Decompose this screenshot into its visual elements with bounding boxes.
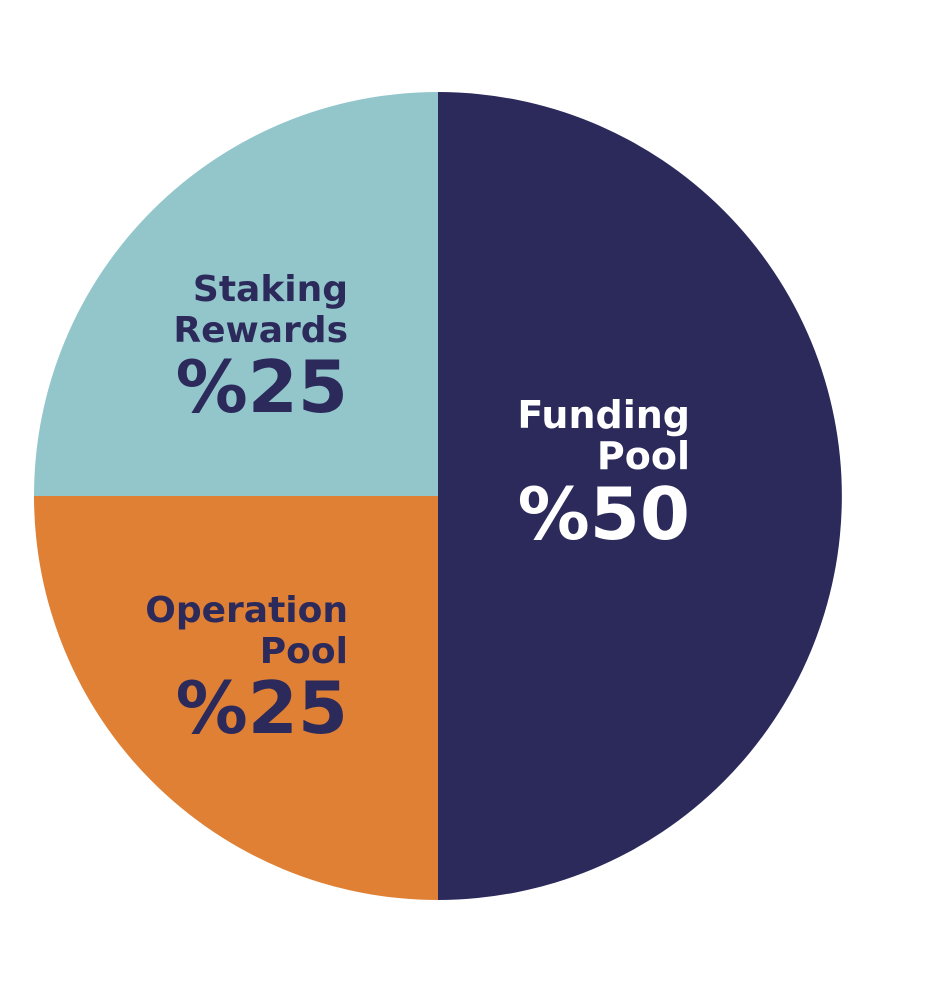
slice-label-line: Pool <box>260 631 348 672</box>
pie-slices <box>34 92 842 900</box>
slice-label-line: Operation <box>145 590 348 631</box>
pie-slice-funding-pool <box>438 92 842 900</box>
slice-label-line: Funding <box>517 393 690 437</box>
pie-slice-operation-pool <box>34 496 438 900</box>
slice-label-line: Pool <box>597 434 690 478</box>
slice-value-label: %50 <box>518 472 690 556</box>
slice-value-label: %25 <box>176 345 348 429</box>
slice-label-line: Rewards <box>173 310 348 351</box>
pie-slice-staking-rewards <box>34 92 438 496</box>
pie-labels: FundingPool%50OperationPool%25StakingRew… <box>145 269 690 750</box>
slice-label-line: Staking <box>193 269 348 310</box>
slice-value-label: %25 <box>176 666 348 750</box>
